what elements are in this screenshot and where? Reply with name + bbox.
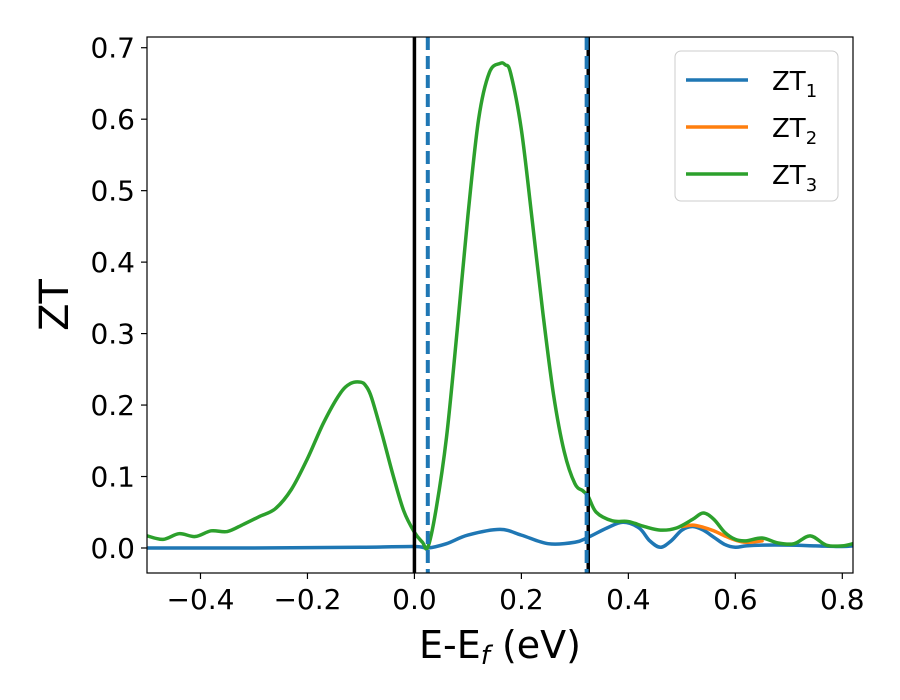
legend-label-zt2: ZT2 [772,114,817,149]
x-tick-label: −0.4 [166,583,234,616]
y-tick-label: 0.2 [90,389,135,422]
y-tick-label: 0.6 [90,103,135,136]
legend-label-zt1: ZT1 [772,67,817,102]
y-axis-label: ZT [32,279,78,331]
reference-lines-layer [412,37,590,573]
series-line-zt3 [147,61,853,551]
y-tick-label: 0.7 [90,32,135,65]
series-line-zt1 [147,520,853,550]
x-tick-label: 0.6 [713,583,758,616]
y-tick-label: 0.3 [90,318,135,351]
x-tick-label: 0.0 [392,583,437,616]
x-axis-label-main: E-E [419,623,481,667]
y-tick-label: 0.1 [90,461,135,494]
x-axis: −0.4 −0.2 0.0 0.2 0.4 0.6 0.8 [166,573,865,616]
y-axis: 0.0 0.1 0.2 0.3 0.4 0.5 0.6 0.7 [90,32,147,565]
x-tick-label: 0.4 [606,583,651,616]
x-tick-label: 0.2 [499,583,544,616]
plot-frame [146,36,854,574]
legend-label-zt3: ZT3 [772,161,817,196]
legend-frame [674,50,839,202]
x-tick-label: 0.8 [820,583,865,616]
series-layer [147,61,853,551]
y-tick-label: 0.0 [90,532,135,565]
x-axis-label: E-Ef (eV) [419,623,581,671]
legend: ZT1 ZT2 ZT3 [674,50,839,202]
x-axis-label-suffix: (eV) [490,623,581,667]
x-tick-label: −0.2 [273,583,341,616]
y-tick-label: 0.5 [90,175,135,208]
y-tick-label: 0.4 [90,246,135,279]
